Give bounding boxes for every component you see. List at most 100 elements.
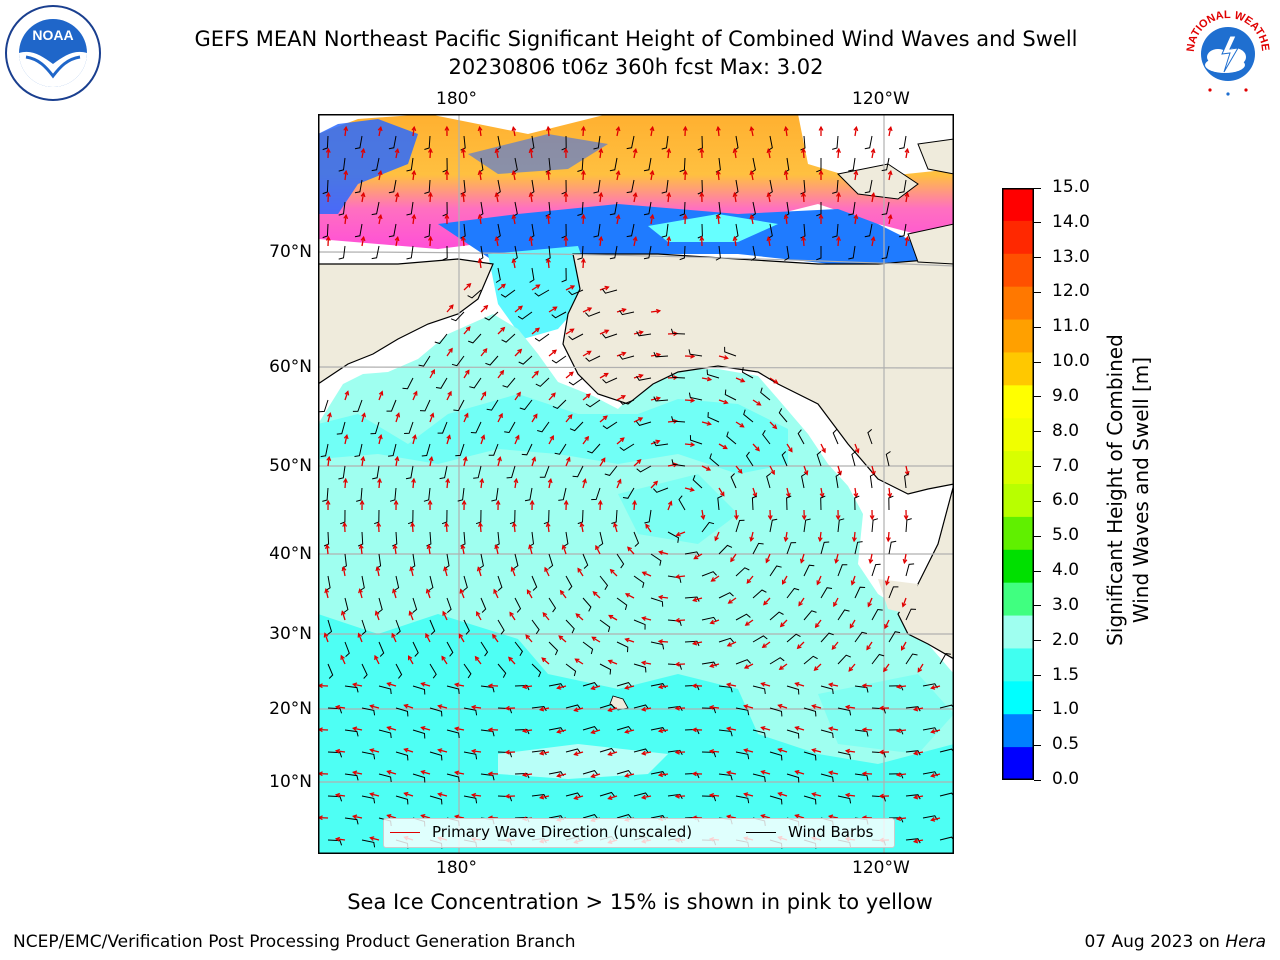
- wave-direction-arrow: [778, 704, 788, 709]
- wave-arrow-head: [360, 191, 366, 198]
- colorbar: [1002, 188, 1034, 780]
- wave-direction-arrow: [727, 815, 737, 819]
- colorbar-segment: [1002, 648, 1034, 682]
- wind-barb: [405, 465, 414, 480]
- colorbar-tick-label: 1.5: [1052, 664, 1080, 685]
- wind-barb: [688, 349, 703, 357]
- wave-arrow-head: [590, 685, 596, 691]
- wave-arrow-head: [699, 191, 705, 197]
- wave-direction-arrow: [404, 748, 414, 753]
- wind-barb: [407, 509, 414, 525]
- colorbar-label: Significant Height of Combined Wind Wave…: [1102, 280, 1154, 700]
- wind-barb: [871, 518, 879, 533]
- wave-arrow-head: [427, 147, 433, 153]
- wind-barb: [871, 653, 885, 665]
- wave-direction-arrow: [633, 500, 636, 511]
- wind-barb: [609, 157, 618, 172]
- wave-direction-arrow: [599, 415, 608, 423]
- wind-barb: [561, 179, 567, 195]
- wave-direction-arrow: [608, 659, 618, 665]
- wave-direction-arrow: [531, 414, 538, 423]
- wave-arrow-head: [412, 434, 417, 440]
- wave-direction-arrow: [378, 215, 382, 225]
- wind-barb: [585, 399, 601, 408]
- wave-direction-arrow: [512, 127, 516, 137]
- wave-direction-arrow: [684, 443, 695, 446]
- wave-direction-arrow: [472, 794, 482, 797]
- wave-direction-arrow: [735, 377, 745, 383]
- wave-direction-arrow: [599, 237, 602, 247]
- wave-direction-arrow: [667, 193, 670, 203]
- wave-arrow-head: [722, 444, 728, 450]
- wave-arrow-head: [613, 522, 618, 528]
- wave-arrow-head: [608, 614, 614, 620]
- wave-direction-arrow: [718, 443, 728, 450]
- wind-barb: [619, 399, 635, 405]
- wind-barb: [609, 201, 618, 216]
- wind-barb: [636, 331, 652, 337]
- wind-barb: [497, 663, 507, 678]
- wind-barb: [531, 663, 542, 678]
- wind-barb: [418, 355, 431, 367]
- wave-arrow-head: [602, 415, 608, 421]
- wave-arrow-head: [801, 147, 807, 153]
- wave-arrow-head: [598, 191, 604, 198]
- wave-arrow-head: [413, 390, 418, 396]
- wind-barb: [679, 245, 686, 261]
- wave-arrow-head: [573, 707, 579, 712]
- colorbar-tick-mark: [1034, 361, 1041, 363]
- wave-arrow-head: [495, 499, 501, 505]
- wave-arrow-head: [640, 660, 647, 666]
- wave-direction-arrow: [560, 590, 567, 599]
- wave-direction-arrow: [582, 350, 592, 357]
- wave-direction-arrow: [441, 656, 448, 665]
- wind-barb: [473, 465, 482, 479]
- wind-barb: [577, 201, 584, 216]
- wave-direction-arrow: [446, 391, 452, 401]
- wind-barb: [718, 729, 733, 737]
- wave-arrow-head: [575, 613, 581, 618]
- wind-barb: [735, 519, 745, 533]
- wind-barb: [820, 685, 834, 695]
- wave-direction-arrow: [684, 487, 694, 491]
- wind-barb: [616, 682, 632, 687]
- wave-direction-arrow: [547, 126, 550, 137]
- wave-direction-arrow: [592, 591, 601, 599]
- wind-barb: [378, 685, 392, 695]
- generation-date: 07 Aug 2023 on Hera: [1084, 932, 1266, 952]
- wind-barb: [467, 289, 482, 299]
- wind-barb: [848, 157, 856, 172]
- wind-barb: [457, 487, 465, 502]
- wave-arrow-head: [358, 588, 363, 594]
- wave-arrow-head: [481, 391, 487, 397]
- wind-barb: [854, 729, 869, 737]
- wave-arrow-head: [817, 536, 823, 543]
- wind-barb: [451, 355, 465, 367]
- wave-direction-arrow: [531, 327, 540, 335]
- wind-barb: [888, 495, 894, 511]
- wave-arrow-head: [655, 308, 662, 314]
- wave-arrow-head: [653, 480, 659, 486]
- wind-barb: [797, 429, 805, 445]
- wind-barb: [320, 443, 329, 458]
- wave-direction-arrow: [650, 440, 660, 445]
- wind-barb: [428, 575, 434, 591]
- wave-direction-arrow: [438, 749, 448, 753]
- wave-arrow-head: [334, 836, 341, 842]
- wind-barb: [939, 653, 951, 665]
- wind-barb: [338, 201, 346, 216]
- wave-arrow-head: [834, 558, 839, 564]
- wave-arrow-head: [377, 125, 383, 132]
- wave-direction-arrow: [727, 641, 737, 647]
- wind-barb: [653, 396, 669, 402]
- wave-direction-arrow: [795, 770, 805, 775]
- wind-barb: [750, 201, 756, 217]
- wave-arrow-head: [461, 191, 466, 197]
- wave-arrow-head: [494, 147, 500, 154]
- wave-arrow-head: [549, 434, 554, 441]
- wind-barb: [480, 773, 495, 781]
- wave-direction-arrow: [591, 729, 601, 734]
- wave-direction-arrow: [558, 635, 567, 643]
- wind-barb: [391, 531, 398, 547]
- wave-direction-arrow: [565, 457, 571, 467]
